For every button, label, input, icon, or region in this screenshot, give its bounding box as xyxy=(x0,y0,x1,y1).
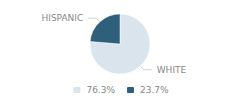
svg-text:WHITE: WHITE xyxy=(157,65,187,75)
svg-text:23.7%: 23.7% xyxy=(140,85,169,95)
svg-text:HISPANIC: HISPANIC xyxy=(41,13,83,23)
svg-text:76.3%: 76.3% xyxy=(86,85,115,95)
